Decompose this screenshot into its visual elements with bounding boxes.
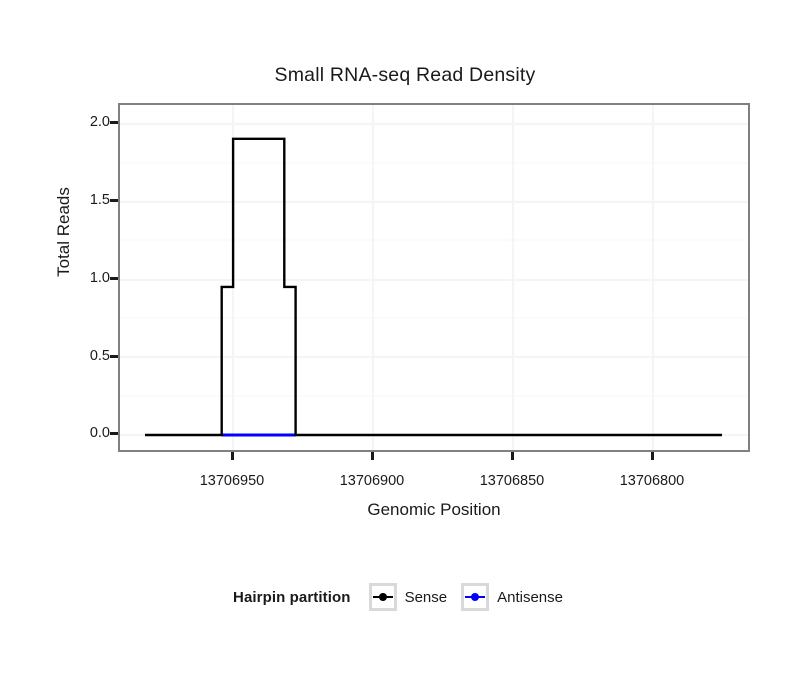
- y-tick-mark: [110, 277, 118, 280]
- x-tick-label: 13706800: [619, 473, 685, 489]
- x-tick-label: 13706850: [479, 473, 545, 489]
- legend-title: Hairpin partition: [233, 588, 351, 606]
- x-tick-label: 13706950: [199, 473, 265, 489]
- legend-item-antisense[interactable]: Antisense: [461, 583, 563, 611]
- x-tick-mark: [651, 452, 654, 460]
- y-axis-tick-group: 2.0 1.5 1.0 0.5 0.0: [60, 0, 110, 690]
- y-tick-label: 0.5: [89, 348, 110, 364]
- legend-key-sense: [368, 583, 397, 611]
- gridlines-major: [120, 105, 748, 450]
- legend-label-sense: Sense: [404, 588, 448, 606]
- x-tick-label: 13706900: [339, 473, 405, 489]
- y-tick-mark: [110, 432, 118, 435]
- series-line-sense: [145, 137, 722, 437]
- legend-point-icon: [378, 593, 387, 601]
- legend: Hairpin partition Sense Antisense: [0, 583, 810, 611]
- y-tick-label: 1.5: [89, 192, 110, 208]
- y-tick-mark: [110, 121, 118, 124]
- plot-panel: [118, 103, 750, 452]
- x-axis-label: Genomic Position: [367, 500, 501, 519]
- y-tick-mark: [110, 355, 118, 358]
- legend-label-antisense: Antisense: [497, 588, 563, 606]
- legend-point-icon: [471, 593, 480, 601]
- y-tick-label: 0.0: [89, 425, 110, 441]
- plot-area: [120, 105, 748, 450]
- legend-key-antisense: [461, 583, 490, 611]
- x-tick-mark: [511, 452, 514, 460]
- legend-item-sense[interactable]: Sense: [368, 583, 448, 611]
- x-tick-mark: [231, 452, 234, 460]
- y-tick-label: 1.0: [89, 270, 110, 286]
- x-tick-mark: [371, 452, 374, 460]
- y-tick-label: 2.0: [89, 114, 110, 130]
- y-tick-mark: [110, 199, 118, 202]
- gridlines-minor: [120, 162, 748, 397]
- chart-title: Small RNA-seq Read Density: [274, 64, 536, 86]
